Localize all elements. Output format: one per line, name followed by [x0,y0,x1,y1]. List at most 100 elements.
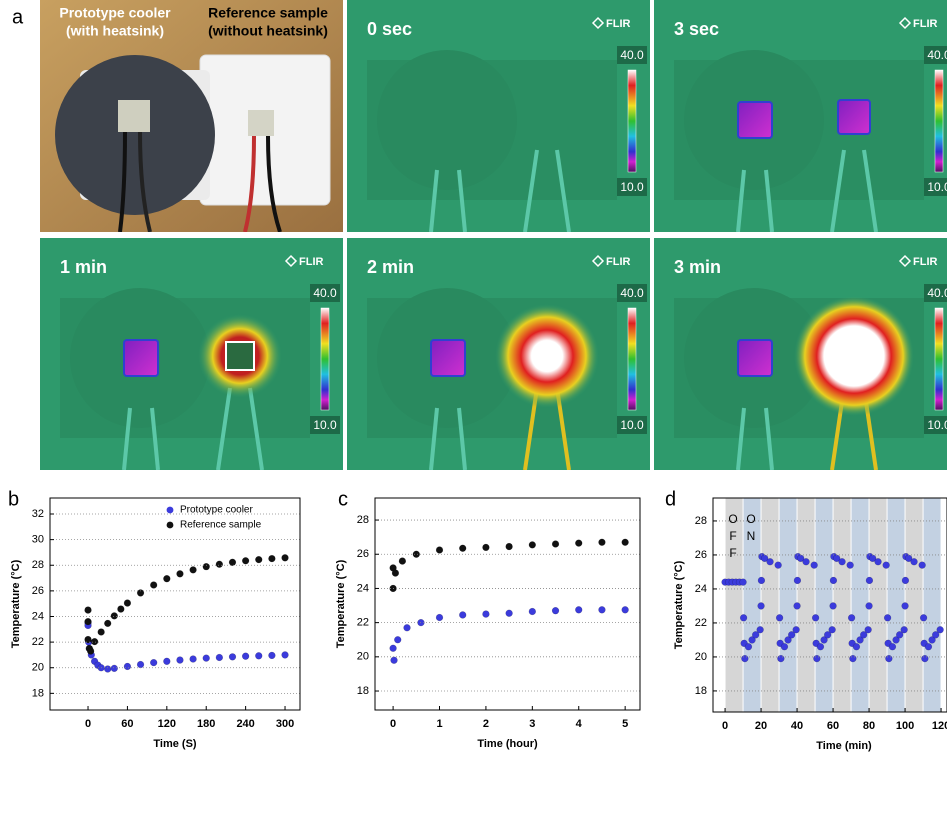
cooler-chip [118,100,150,132]
panel-label: a [12,6,24,28]
data-point [190,566,197,573]
data-point [847,562,854,569]
data-point [91,638,98,645]
data-point [85,607,92,614]
data-point [758,577,765,584]
data-point [911,558,918,565]
cooler-hotspot [738,340,772,376]
scale-min: 10.0 [313,418,337,432]
time-label: 0 sec [367,19,412,39]
plot-area [85,554,289,672]
data-point [483,611,490,618]
data-point [777,655,784,662]
data-point [794,577,801,584]
data-point [552,607,559,614]
data-point [413,551,420,558]
data-point [599,539,606,546]
data-point [575,540,582,547]
data-point [885,655,892,662]
x-tick-label: 2 [483,718,489,730]
data-point [404,624,411,631]
colorbar [935,308,943,410]
y-tick-label: 24 [32,610,44,622]
data-point [85,636,92,643]
data-point [85,618,92,625]
data-point [137,661,144,668]
reference-hotspot [838,100,870,134]
y-tick-label: 22 [695,617,707,629]
data-point [902,577,909,584]
x-tick-label: 5 [622,718,628,730]
x-tick-label: 120 [932,720,947,732]
annotation: OFF [726,512,740,563]
logo: FLIR [913,18,937,30]
y-tick-label: 22 [357,617,369,629]
image-panel: 0 secFLIR40.010.0 [347,0,650,232]
data-point [883,562,890,569]
data-point [776,614,783,621]
legend-marker [167,522,174,529]
time-label: 3 min [674,257,721,277]
data-point [216,561,223,568]
data-point [104,620,111,627]
scale-min: 10.0 [927,180,947,194]
data-point [111,612,118,619]
image-panel: Prototype cooler(with heatsink)Reference… [40,0,343,232]
data-point [392,570,399,577]
y-tick-label: 26 [695,549,707,561]
y-tick-label: 26 [32,585,44,597]
x-axis-title: Time (min) [816,740,872,752]
y-tick-label: 20 [357,651,369,663]
y-tick-label: 30 [32,534,44,546]
logo: FLIR [913,256,937,268]
data-point [98,629,105,636]
data-point [268,652,275,659]
data-point [124,600,131,607]
data-point [242,557,249,564]
y-tick-label: 18 [32,687,44,699]
y-axis-title: Temperature (°C) [673,560,685,649]
data-point [391,657,398,664]
data-point [830,577,837,584]
data-point [811,562,818,569]
cooler-hotspot [431,340,465,376]
x-tick-label: 3 [529,718,535,730]
cooler-hotspot [738,102,772,138]
y-tick-label: 28 [357,514,369,526]
data-point [866,577,873,584]
y-axis-title: Temperature (°C) [335,559,347,648]
x-tick-label: 60 [827,720,839,732]
data-point [552,541,559,548]
data-point [394,636,401,643]
data-point [884,614,891,621]
colorbar [628,70,636,172]
data-point [111,665,118,672]
figure: a Prototype cooler(with heatsink)Referen… [0,0,947,808]
axes-frame [50,498,300,710]
data-point [758,603,765,610]
legend-label: Reference sample [180,520,262,531]
data-point [163,658,170,665]
data-point [203,655,210,662]
data-point [390,645,397,652]
y-tick-label: 32 [32,508,44,520]
x-tick-label: 1 [436,718,442,730]
image-panel: 2 minFLIR40.010.0 [347,238,650,470]
y-tick-label: 18 [357,685,369,697]
x-tick-label: 4 [576,718,583,730]
data-point [849,655,856,662]
y-tick-label: 24 [695,583,707,595]
scale-min: 10.0 [620,418,644,432]
data-point [436,614,443,621]
photo-label: (with heatsink) [66,23,164,39]
data-point [853,643,860,650]
data-point [506,610,513,617]
data-point [812,614,819,621]
data-point [483,544,490,551]
data-point [745,643,752,650]
data-point [87,648,94,655]
reference-heat [794,296,914,416]
data-point [163,575,170,582]
